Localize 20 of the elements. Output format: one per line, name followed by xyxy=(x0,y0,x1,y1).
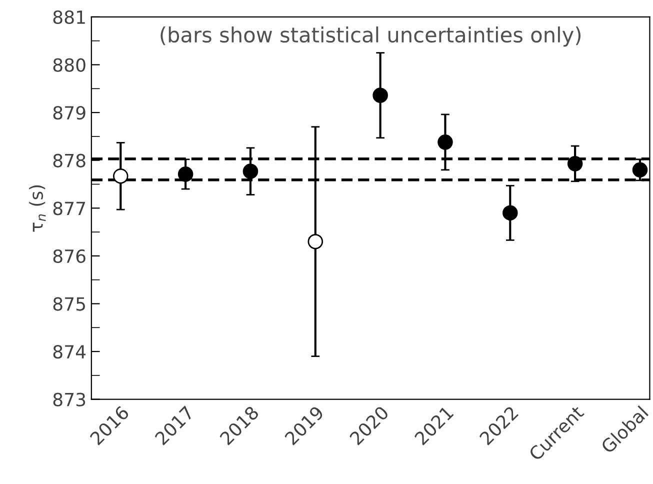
point xyxy=(372,88,388,103)
y-tick-label: 873 xyxy=(53,392,86,406)
point xyxy=(632,162,648,178)
point xyxy=(308,234,324,250)
y-tick-label: 878 xyxy=(53,154,86,168)
point xyxy=(567,156,583,172)
annotation: (bars show statistical uncertainties only) xyxy=(160,26,581,47)
y-tick-label: 875 xyxy=(53,297,85,311)
y-tick-label: 877 xyxy=(53,202,86,216)
y-tick-label: 876 xyxy=(53,249,86,264)
y-tick-label: 879 xyxy=(53,106,86,120)
y-axis-title: τ$_{n}$ (s) xyxy=(29,185,46,232)
y-tick-label: 874 xyxy=(53,344,86,359)
y-tick-label: 880 xyxy=(53,58,86,72)
y-tick-label: 881 xyxy=(53,10,85,24)
point xyxy=(242,164,258,179)
point xyxy=(502,205,518,221)
point xyxy=(112,168,128,184)
point xyxy=(178,166,194,182)
point xyxy=(438,134,453,150)
